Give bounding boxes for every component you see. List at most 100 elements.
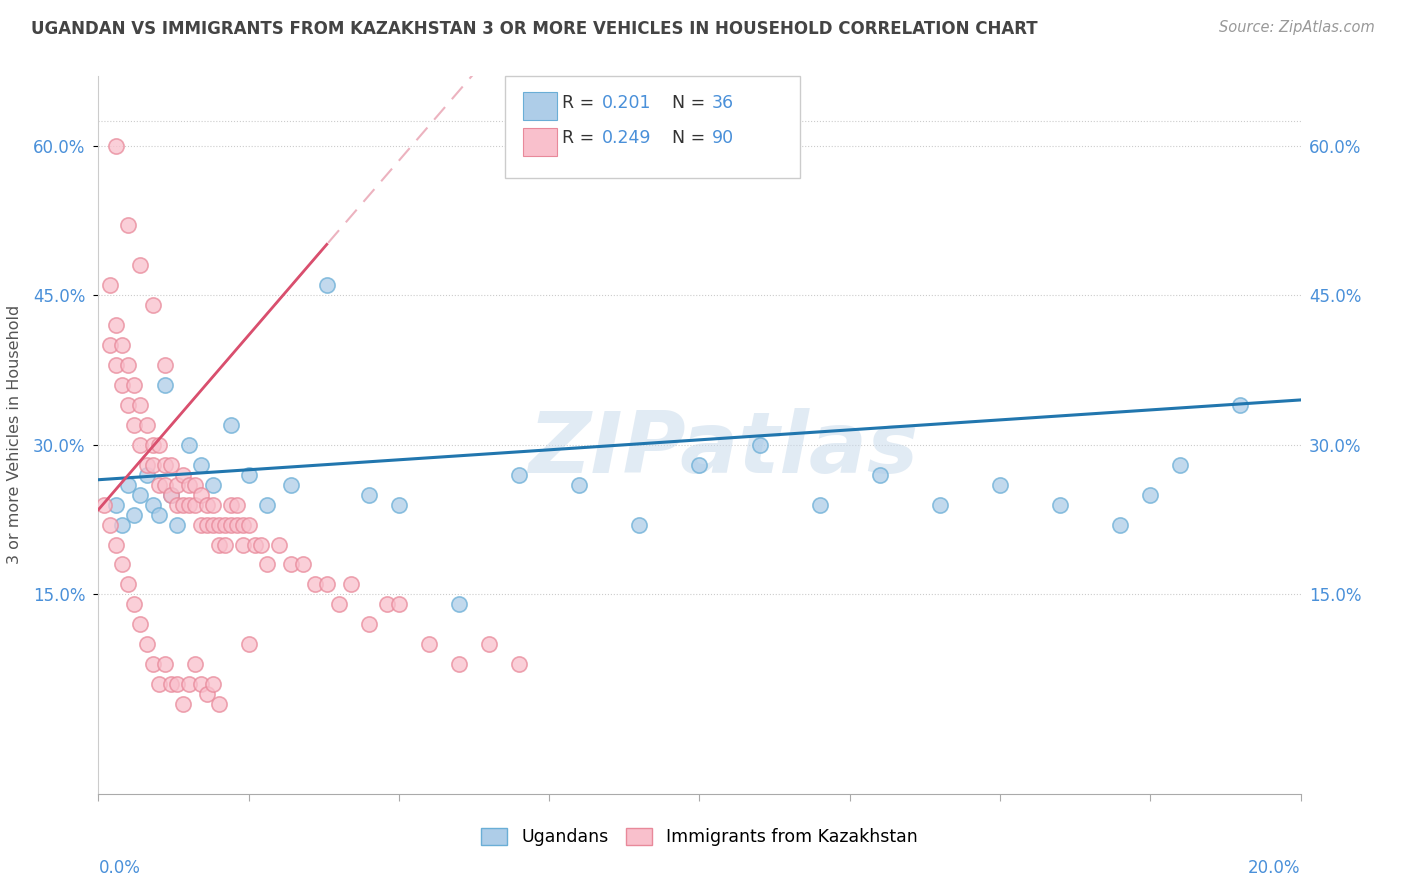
Point [201, 498, 224, 512]
Point [869, 467, 891, 482]
Point [183, 657, 205, 672]
Point [1229, 398, 1251, 412]
Y-axis label: 3 or more Vehicles in Household: 3 or more Vehicles in Household [7, 305, 21, 565]
Point [568, 477, 591, 491]
Point [328, 598, 350, 612]
Point [129, 438, 152, 452]
Point [195, 687, 218, 701]
Point [1109, 517, 1132, 532]
Point [117, 477, 139, 491]
Point [1139, 488, 1161, 502]
Point [135, 637, 157, 651]
Point [141, 458, 163, 472]
Point [190, 488, 212, 502]
Text: 20.0%: 20.0% [1249, 859, 1301, 877]
Point [100, 338, 122, 352]
Point [208, 537, 231, 551]
Point [153, 358, 176, 372]
Legend: Ugandans, Immigrants from Kazakhstan: Ugandans, Immigrants from Kazakhstan [474, 822, 925, 854]
Point [117, 398, 139, 412]
Point [418, 637, 440, 651]
Point [195, 498, 218, 512]
Point [135, 417, 157, 432]
Text: R =: R = [562, 129, 600, 147]
Point [280, 558, 302, 572]
Point [190, 458, 212, 472]
Point [688, 458, 710, 472]
Point [153, 378, 176, 392]
Text: 0.249: 0.249 [602, 129, 651, 147]
Point [225, 517, 247, 532]
Text: 90: 90 [711, 129, 734, 147]
Point [117, 577, 139, 591]
Point [166, 677, 188, 691]
Point [304, 577, 326, 591]
Point [256, 498, 278, 512]
Point [249, 537, 271, 551]
Point [1049, 498, 1071, 512]
Point [238, 467, 260, 482]
Point [508, 467, 530, 482]
Point [105, 138, 128, 153]
Text: N =: N = [672, 94, 711, 112]
Point [243, 537, 266, 551]
Text: 0.201: 0.201 [602, 94, 651, 112]
Point [135, 467, 157, 482]
Point [195, 517, 218, 532]
Point [177, 677, 200, 691]
Point [129, 488, 152, 502]
Point [388, 498, 411, 512]
Point [100, 517, 122, 532]
Text: Source: ZipAtlas.com: Source: ZipAtlas.com [1219, 20, 1375, 35]
Point [388, 598, 411, 612]
Point [148, 677, 170, 691]
Point [628, 517, 651, 532]
Point [124, 598, 146, 612]
Point [159, 458, 181, 472]
Point [478, 637, 501, 651]
Point [93, 498, 115, 512]
Point [280, 477, 302, 491]
Point [315, 577, 337, 591]
Point [129, 398, 152, 412]
Point [219, 417, 242, 432]
Point [357, 488, 380, 502]
Point [141, 498, 163, 512]
Point [225, 498, 247, 512]
Point [111, 338, 134, 352]
Point [124, 378, 146, 392]
Point [172, 498, 194, 512]
Text: 0.0%: 0.0% [98, 859, 141, 877]
Point [105, 358, 128, 372]
Point [929, 498, 952, 512]
Point [100, 278, 122, 293]
Point [357, 617, 380, 632]
Text: ZIPatlas: ZIPatlas [529, 408, 918, 491]
Point [117, 358, 139, 372]
Point [177, 438, 200, 452]
Point [238, 517, 260, 532]
Point [159, 488, 181, 502]
Point [201, 517, 224, 532]
Point [124, 508, 146, 522]
Point [208, 517, 231, 532]
Point [111, 558, 134, 572]
Point [183, 498, 205, 512]
Point [129, 258, 152, 272]
Point [172, 697, 194, 711]
Point [201, 677, 224, 691]
Point [219, 517, 242, 532]
Point [214, 537, 236, 551]
Point [748, 438, 770, 452]
Point [447, 598, 470, 612]
Point [148, 508, 170, 522]
Point [183, 477, 205, 491]
Point [117, 219, 139, 233]
Point [256, 558, 278, 572]
Point [508, 657, 530, 672]
Point [190, 517, 212, 532]
Point [172, 467, 194, 482]
Point [291, 558, 314, 572]
Point [447, 657, 470, 672]
Point [111, 517, 134, 532]
